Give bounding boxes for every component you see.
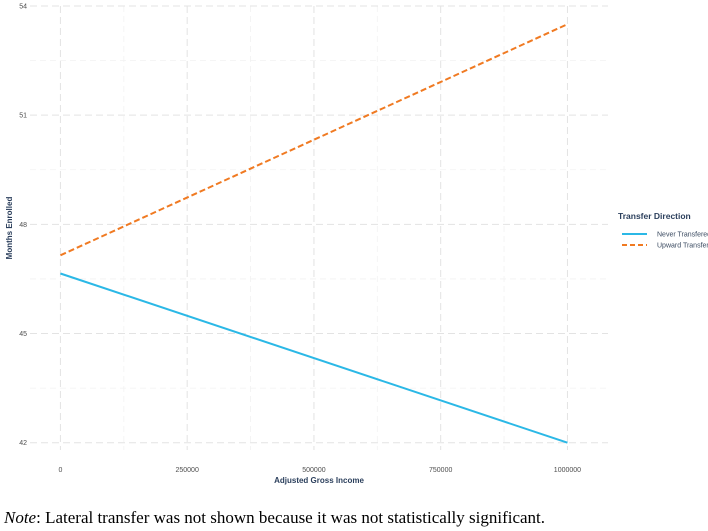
legend-title: Transfer Direction	[618, 211, 691, 221]
series-lines	[60, 23, 568, 444]
grid-lines	[30, 5, 608, 450]
line-chart: 0 250000 500000 750000 1000000 42 45 48 51 54 Ad…	[5, 4, 708, 486]
note-prefix: Note	[4, 508, 37, 527]
y-axis-title: Months Enrolled	[5, 197, 14, 260]
legend-label: Never Transfered	[657, 232, 708, 239]
x-axis-ticks: 0 250000 500000 750000 1000000	[58, 467, 581, 474]
x-tick-label: 500000	[302, 467, 325, 474]
y-tick-label: 48	[19, 222, 27, 229]
figure-note: Note: Lateral transfer was not shown bec…	[4, 508, 545, 528]
y-axis-ticks: 42 45 48 51 54	[19, 4, 27, 448]
x-tick-label: 1000000	[554, 467, 581, 474]
series-line	[60, 23, 568, 257]
x-tick-label: 250000	[175, 467, 198, 474]
legend: Transfer Direction Never Transfered Upwar…	[618, 211, 708, 250]
y-tick-label: 54	[19, 4, 27, 11]
y-tick-label: 45	[19, 331, 27, 338]
y-tick-label: 51	[19, 113, 27, 120]
y-tick-label: 42	[19, 440, 27, 447]
series-line	[60, 272, 568, 444]
x-tick-label: 750000	[429, 467, 452, 474]
legend-label: Upward Transfer	[657, 243, 708, 250]
note-text: : Lateral transfer was not shown because…	[36, 508, 546, 527]
x-tick-label: 0	[58, 467, 62, 474]
x-axis-title: Adjusted Gross Income	[274, 476, 364, 485]
